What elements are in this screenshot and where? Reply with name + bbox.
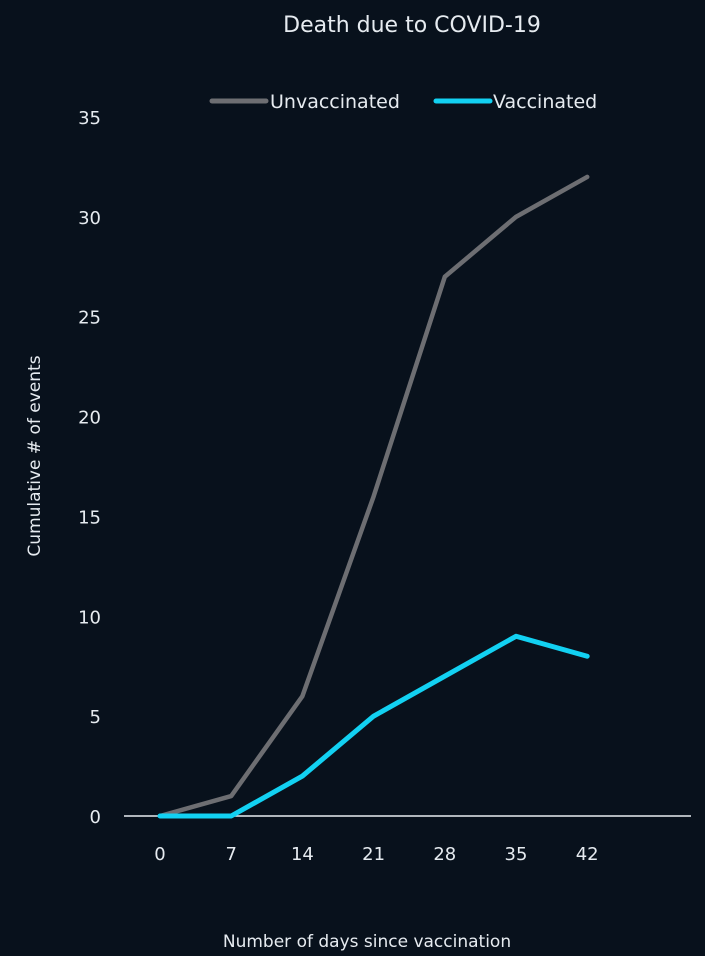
y-axis-label: Cumulative # of events: [25, 355, 45, 556]
legend-label-vaccinated: Vaccinated: [493, 91, 597, 113]
x-tick-label: 7: [225, 844, 236, 865]
data-point-unvaccinated: [371, 494, 376, 499]
y-tick-label: 25: [78, 308, 101, 329]
data-point-unvaccinated: [442, 274, 447, 279]
legend: Unvaccinated Vaccinated: [209, 91, 597, 113]
y-tick-label: 35: [78, 108, 101, 129]
x-tick-label: 35: [505, 844, 528, 865]
data-point-vaccinated: [371, 714, 376, 719]
data-point-vaccinated: [442, 674, 447, 679]
y-axis-ticks: 0 5 10 15 20 25 30 35: [78, 108, 101, 828]
x-tick-label: 14: [291, 844, 314, 865]
data-point-vaccinated: [229, 814, 234, 818]
data-point-vaccinated: [514, 634, 518, 639]
x-tick-label: 42: [576, 844, 599, 865]
data-point-unvaccinated: [229, 794, 234, 799]
data-point-unvaccinated: [300, 694, 305, 699]
data-point-vaccinated: [158, 814, 162, 818]
y-tick-label: 5: [90, 707, 101, 728]
y-tick-label: 15: [78, 507, 101, 528]
data-point-unvaccinated: [585, 174, 590, 179]
legend-label-unvaccinated: Unvaccinated: [270, 91, 400, 113]
chart-title: Death due to COVID-19: [283, 13, 541, 38]
x-tick-label: 0: [154, 844, 165, 865]
series-line-vaccinated: [157, 633, 590, 819]
x-axis-ticks: 0 7 14 21 28 35 42: [154, 844, 598, 865]
x-tick-label: 28: [433, 844, 456, 865]
data-point-vaccinated: [300, 774, 305, 779]
x-tick-label: 21: [362, 844, 385, 865]
data-point-unvaccinated: [514, 214, 518, 219]
y-tick-label: 20: [78, 408, 101, 429]
series-layer: [157, 174, 590, 819]
y-tick-label: 10: [78, 607, 101, 628]
data-point-vaccinated: [585, 654, 590, 659]
x-axis-label: Number of days since vaccination: [223, 932, 511, 952]
y-tick-label: 0: [90, 807, 101, 828]
y-tick-label: 30: [78, 208, 101, 229]
